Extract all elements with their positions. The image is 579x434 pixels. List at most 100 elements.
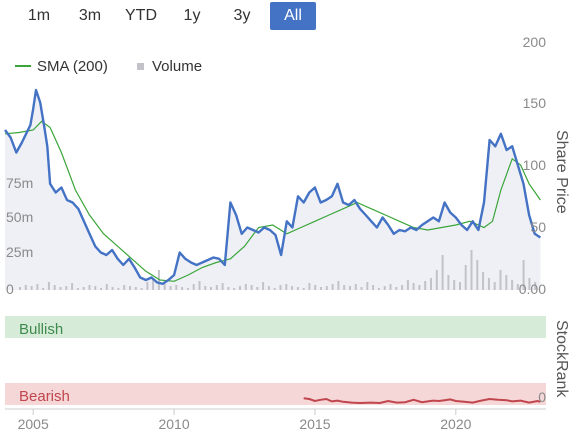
- volume-bar: [534, 282, 537, 290]
- volume-bar: [372, 285, 375, 290]
- legend-volume-swatch: [137, 63, 144, 70]
- volume-tick-75m: 75m: [6, 175, 33, 191]
- bullish-label: Bullish: [19, 321, 63, 338]
- x-tick-label: 2010: [158, 416, 189, 432]
- volume-bar: [227, 287, 230, 290]
- volume-bar: [210, 287, 212, 290]
- volume-bar: [181, 287, 184, 290]
- volume-bar: [464, 265, 467, 290]
- legend-volume-label: Volume: [152, 58, 202, 75]
- x-tick-label: 2005: [18, 416, 49, 432]
- volume-bar: [47, 282, 50, 290]
- legend-sma-label: SMA (200): [37, 58, 108, 75]
- volume-bar: [192, 284, 195, 290]
- volume-bar: [296, 287, 299, 290]
- volume-bar: [516, 284, 519, 290]
- x-tick-label: 2015: [299, 416, 330, 432]
- volume-bar: [267, 286, 270, 290]
- volume-bar: [291, 286, 294, 290]
- volume-bar: [256, 287, 259, 290]
- volume-axis: 75m 50m 25m 0: [6, 175, 33, 297]
- volume-bar: [65, 286, 68, 290]
- volume-bar: [447, 275, 450, 290]
- volume-bar: [314, 285, 317, 290]
- range-all-button[interactable]: All: [270, 2, 316, 30]
- volume-bar: [377, 288, 380, 290]
- volume-bar: [129, 286, 131, 290]
- volume-bar: [395, 287, 398, 290]
- volume-bar: [360, 287, 363, 290]
- price-axis-title: Share Price: [553, 130, 570, 214]
- volume-bar: [453, 280, 456, 290]
- volume-bar: [215, 285, 218, 290]
- x-tick-label: 2020: [440, 416, 471, 432]
- range-1m-button[interactable]: 1m: [17, 2, 61, 30]
- volume-bar: [198, 281, 201, 290]
- volume-bar: [94, 286, 97, 290]
- volume-bar: [430, 278, 432, 290]
- volume-bar: [59, 287, 62, 290]
- volume-bar: [412, 283, 415, 290]
- price-tick-100: 100: [523, 157, 547, 173]
- legend: SMA (200) Volume: [15, 58, 202, 75]
- volume-bar: [146, 282, 149, 290]
- volume-tick-25m: 25m: [6, 244, 33, 260]
- volume-tick-50m: 50m: [6, 209, 33, 225]
- price-axis: 200 150 100 50 0.00 Share Price: [519, 34, 570, 297]
- price-tick-150: 150: [523, 95, 547, 111]
- volume-bar: [470, 250, 473, 290]
- stockrank-pane: Bullish Bearish 0 StockRank: [5, 316, 570, 405]
- volume-bar: [424, 281, 427, 290]
- volume-bar: [383, 286, 386, 290]
- range-ytd-button[interactable]: YTD: [118, 2, 164, 30]
- volume-bar: [325, 286, 328, 290]
- volume-bar: [418, 285, 421, 290]
- volume-bar: [111, 287, 114, 290]
- price-tick-50: 50: [530, 219, 546, 235]
- bearish-label: Bearish: [19, 388, 70, 405]
- volume-bar: [273, 288, 276, 290]
- volume-bar: [152, 278, 155, 290]
- volume-bar: [204, 286, 207, 290]
- volume-bar: [435, 270, 438, 290]
- volume-bar: [71, 283, 74, 290]
- volume-tick-0: 0: [6, 281, 14, 297]
- price-tick-200: 200: [523, 34, 547, 50]
- volume-bar: [233, 288, 236, 290]
- bearish-band: [5, 383, 546, 405]
- stockrank-axis-title: StockRank: [553, 320, 570, 398]
- volume-bar: [441, 255, 444, 290]
- volume-bar: [302, 288, 305, 290]
- volume-bar: [221, 283, 224, 290]
- price-tick-0: 0.00: [519, 281, 546, 297]
- volume-bar: [511, 280, 514, 290]
- range-3m-button[interactable]: 3m: [68, 2, 112, 30]
- volume-bars: [19, 250, 537, 290]
- range-1y-button[interactable]: 1y: [170, 2, 214, 30]
- volume-bar: [53, 285, 56, 290]
- volume-bar: [522, 260, 525, 290]
- price-line: [4, 88, 542, 285]
- volume-bar: [366, 282, 369, 290]
- volume-bar: [285, 284, 288, 290]
- volume-bar: [476, 260, 479, 290]
- range-3y-button[interactable]: 3y: [220, 2, 264, 30]
- volume-bar: [406, 280, 409, 290]
- volume-bar: [279, 285, 282, 290]
- volume-bar: [19, 287, 21, 290]
- stockrank-tick-0: 0: [538, 389, 546, 405]
- range-selector: 1m 3m YTD 1y 3y All: [0, 0, 579, 34]
- volume-bar: [337, 281, 340, 290]
- volume-bar: [82, 287, 85, 290]
- volume-bar: [134, 287, 137, 290]
- volume-bar: [117, 288, 120, 290]
- volume-bar: [493, 282, 496, 290]
- volume-bar: [459, 282, 461, 290]
- volume-bar: [244, 284, 247, 290]
- volume-bar: [175, 285, 178, 290]
- volume-bar: [30, 286, 33, 290]
- stockrank-line: [303, 397, 541, 405]
- volume-bar: [308, 283, 311, 290]
- volume-bar: [239, 286, 241, 290]
